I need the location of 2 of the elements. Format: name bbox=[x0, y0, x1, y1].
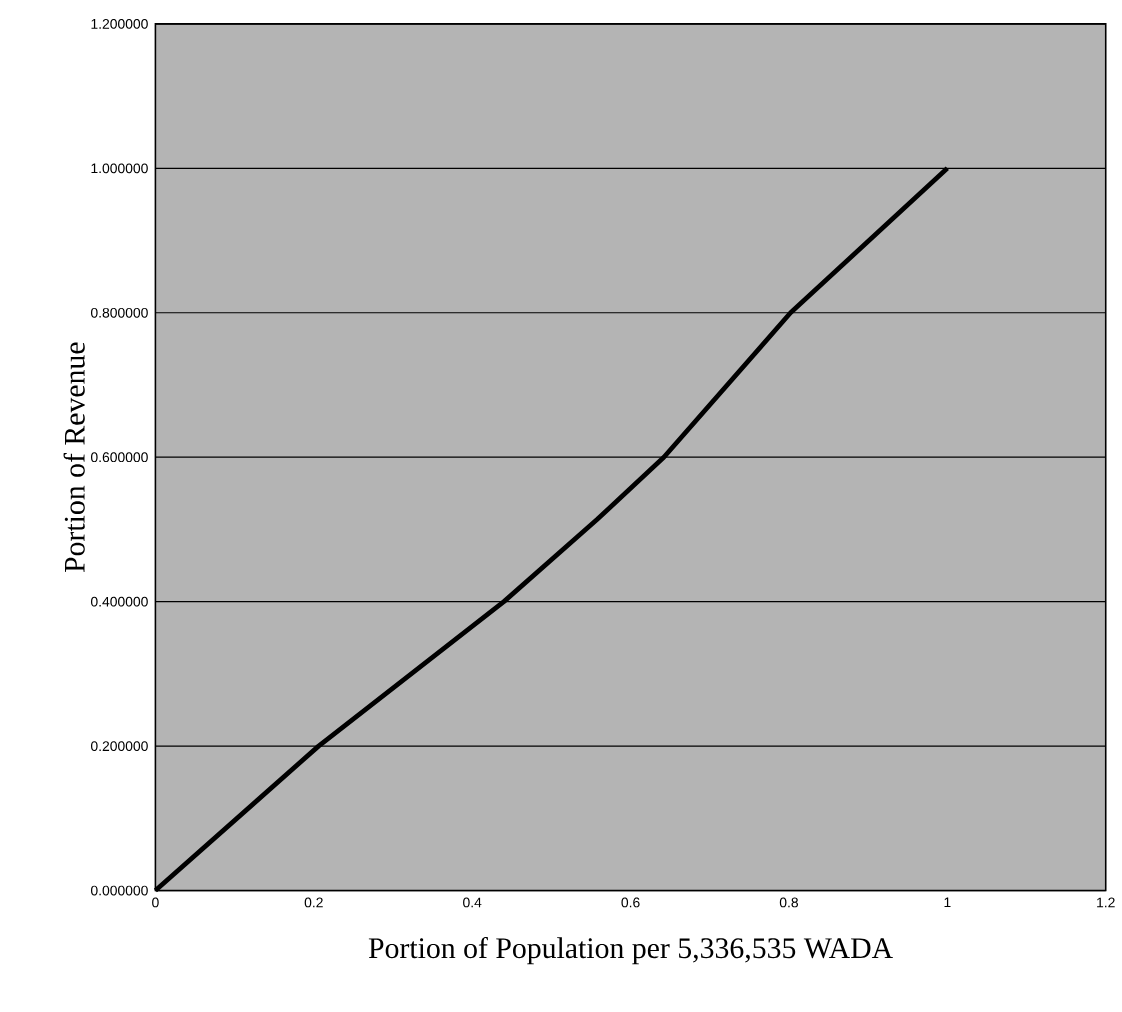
y-axis-title: Portion of Revenue bbox=[63, 342, 85, 573]
x-axis-title: Portion of Population per 5,336,535 WADA bbox=[368, 936, 893, 965]
